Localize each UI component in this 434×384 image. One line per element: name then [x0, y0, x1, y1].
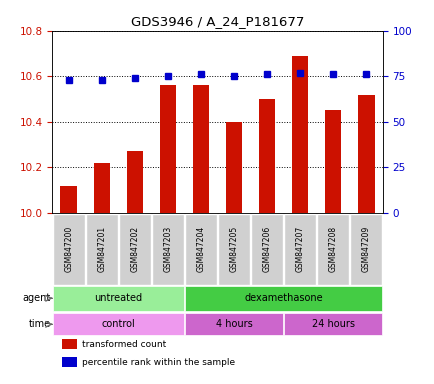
Text: GSM847204: GSM847204: [196, 226, 205, 272]
Bar: [159, 85, 176, 213]
Title: GDS3946 / A_24_P181677: GDS3946 / A_24_P181677: [131, 15, 303, 28]
FancyBboxPatch shape: [119, 214, 150, 285]
Text: transformed count: transformed count: [82, 340, 166, 349]
FancyBboxPatch shape: [53, 313, 183, 336]
FancyBboxPatch shape: [86, 214, 117, 285]
Bar: [62, 339, 77, 349]
Text: GSM847203: GSM847203: [163, 226, 172, 272]
Bar: [291, 56, 308, 213]
FancyBboxPatch shape: [53, 286, 183, 311]
Bar: [126, 151, 143, 213]
FancyBboxPatch shape: [251, 214, 282, 285]
Text: GSM847201: GSM847201: [97, 226, 106, 272]
FancyBboxPatch shape: [350, 214, 381, 285]
Bar: [357, 94, 374, 213]
FancyBboxPatch shape: [185, 313, 282, 336]
Bar: [93, 163, 110, 213]
Text: time: time: [28, 319, 50, 329]
Text: 24 hours: 24 hours: [311, 319, 354, 329]
FancyBboxPatch shape: [317, 214, 348, 285]
Text: GSM847202: GSM847202: [130, 226, 139, 272]
Text: percentile rank within the sample: percentile rank within the sample: [82, 358, 234, 367]
Text: untreated: untreated: [94, 293, 142, 303]
Bar: [192, 85, 209, 213]
FancyBboxPatch shape: [185, 214, 216, 285]
Text: GSM847208: GSM847208: [328, 226, 337, 272]
Bar: [225, 122, 242, 213]
Text: GSM847209: GSM847209: [361, 226, 370, 272]
FancyBboxPatch shape: [284, 313, 381, 336]
Text: GSM847207: GSM847207: [295, 226, 304, 272]
Bar: [60, 185, 77, 213]
FancyBboxPatch shape: [152, 214, 183, 285]
Text: GSM847200: GSM847200: [64, 226, 73, 272]
Bar: [324, 111, 341, 213]
FancyBboxPatch shape: [53, 214, 84, 285]
Text: control: control: [101, 319, 135, 329]
Bar: [62, 357, 77, 367]
Text: agent: agent: [22, 293, 50, 303]
Bar: [258, 99, 275, 213]
Text: dexamethasone: dexamethasone: [244, 293, 322, 303]
Text: GSM847206: GSM847206: [262, 226, 271, 272]
Text: GSM847205: GSM847205: [229, 226, 238, 272]
Text: 4 hours: 4 hours: [215, 319, 252, 329]
FancyBboxPatch shape: [185, 286, 381, 311]
FancyBboxPatch shape: [218, 214, 249, 285]
FancyBboxPatch shape: [284, 214, 315, 285]
